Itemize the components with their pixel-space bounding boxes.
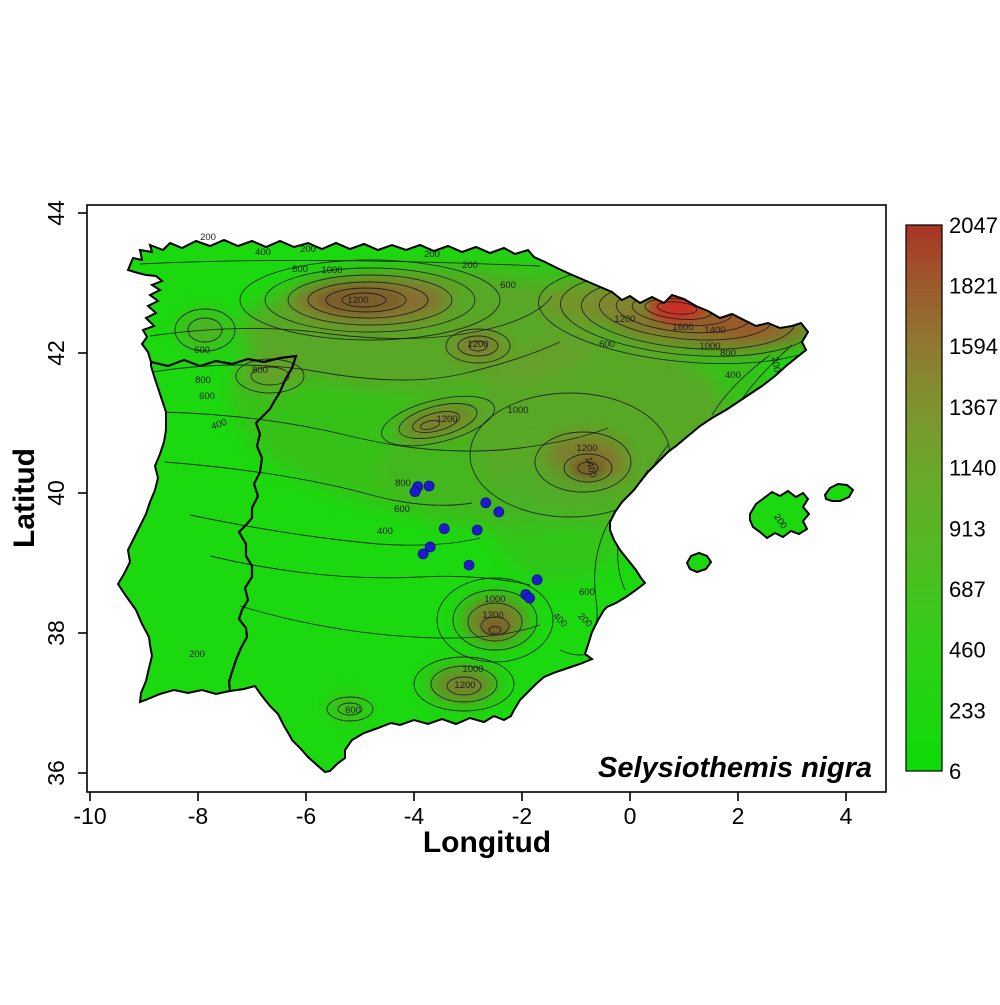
occurrence-point [463,559,475,571]
contour-value-label: 1200 [454,680,475,691]
colorbar-labels: 2047 1821 1594 1367 1140 913 687 460 233 6 [949,213,998,784]
y-tick-label: 40 [43,480,69,506]
colorbar-tick-label: 1594 [949,334,998,359]
y-tick-label: 44 [43,200,69,226]
contour-value-label: 1600 [672,322,693,333]
y-tick-label: 38 [43,620,69,646]
x-tick-label: -10 [73,803,106,829]
contour-value-label: 1000 [699,341,720,352]
x-tick-label: -4 [404,803,425,829]
axes-ticks: -10 -8 -6 -4 -2 0 2 4 36 38 40 42 44 [43,200,853,829]
y-tick-label: 42 [43,340,69,366]
occurrence-point [531,574,543,586]
colorbar-tick-label: 1140 [949,456,996,481]
contour-value-label: 600 [599,339,615,350]
colorbar-tick-label: 233 [949,698,986,723]
contour-value-label: 1200 [347,295,368,306]
contour-value-label: 1000 [507,405,528,416]
portugal-border [150,354,298,692]
contour-value-label: 1200 [436,414,457,425]
x-tick-label: 0 [624,803,637,829]
contour-value-label: 600 [194,345,210,356]
colorbar-tick-label: 460 [949,638,986,663]
contour-value-label: 1200 [614,314,635,325]
occurrence-points [409,480,543,604]
contour-value-label: 600 [345,705,361,716]
contour-value-label: 600 [500,280,516,291]
contour-value-label: 800 [252,365,268,376]
map-surface [118,240,853,772]
contour-value-label: 200 [424,249,440,260]
contour-value-label: 800 [195,375,211,386]
y-axis-title: Latitud [8,448,41,548]
species-annotation: Selysiothemis nigra [598,752,872,784]
contour-value-label: 600 [579,587,595,598]
colorbar-tick-label: 687 [949,577,986,602]
colorbar-tick-label: 2047 [949,213,998,238]
contour-value-label: 1400 [704,325,725,336]
elevation-tints [179,260,815,718]
occurrence-point [438,523,450,535]
contour-value-label: 200 [189,649,205,660]
contour-value-label: 1400 [582,456,598,479]
occurrence-point [423,480,435,492]
contour-value-label: 800 [720,348,736,359]
contour-value-label: 800 [292,264,308,275]
x-tick-label: -6 [296,803,316,829]
occurrence-point [480,497,492,509]
contour-value-label: 1200 [482,610,503,621]
contour-value-label: 1000 [462,664,483,675]
contour-value-label: 200 [769,356,783,374]
contour-value-label: 400 [210,417,229,433]
x-tick-label: -2 [512,803,532,829]
contour-value-label: 400 [377,526,393,537]
x-tick-label: 4 [840,803,853,829]
contour-value-label: 600 [199,391,215,402]
contour-value-label: 1000 [484,594,505,605]
x-tick-label: -8 [188,803,208,829]
occurrence-point [409,486,421,498]
contour-value-label: 1200 [576,443,597,454]
contour-value-label: 200 [300,244,316,255]
colorbar [905,224,943,772]
contour-value-label: 600 [394,504,410,515]
contour-value-label: 400 [725,370,741,381]
x-axis-title: Longitud [423,826,551,859]
colorbar-tick-label: 1367 [949,395,998,420]
colorbar-tick-label: 6 [949,759,961,784]
colorbar-tick-label: 1821 [949,273,998,298]
occurrence-point [524,592,535,604]
contour-value-label: 200 [462,260,478,271]
x-tick-label: 2 [732,803,745,829]
contour-value-label: 1200 [467,339,488,350]
occurrence-point [493,506,505,518]
contour-value-label: 200 [200,232,216,243]
contour-value-label: 1000 [321,265,342,276]
colorbar-tick-label: 913 [949,516,986,541]
contour-value-label: 400 [255,247,271,258]
occurrence-point [417,548,429,560]
y-tick-label: 36 [43,760,69,786]
occurrence-point [471,524,483,536]
contour-value-label: 800 [395,478,411,489]
occurrence-point [424,541,436,553]
